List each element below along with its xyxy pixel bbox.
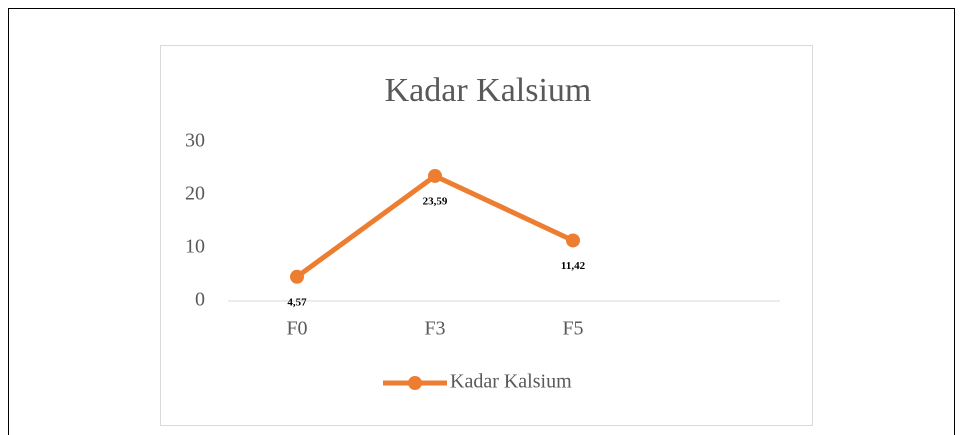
legend-label: Kadar Kalsium [450, 371, 572, 393]
y-tick-label: 20 [185, 183, 205, 205]
x-tick-label: F3 [424, 318, 445, 340]
chart-area [160, 45, 813, 426]
point [566, 233, 580, 248]
legend-marker [408, 376, 422, 390]
x-tick-label: F0 [286, 318, 307, 340]
point [428, 168, 442, 183]
outer-frame [8, 8, 955, 435]
y-tick-label: 10 [185, 236, 205, 258]
data-label: 23,59 [423, 196, 448, 208]
data-label: 11,42 [561, 260, 586, 272]
chart-title: Kadar Kalsium [385, 72, 592, 109]
y-tick-label: 0 [195, 289, 205, 311]
x-tick-label: F5 [562, 318, 583, 340]
y-tick-label: 30 [185, 130, 205, 152]
point [290, 269, 304, 284]
data-label: 4,57 [287, 296, 307, 308]
